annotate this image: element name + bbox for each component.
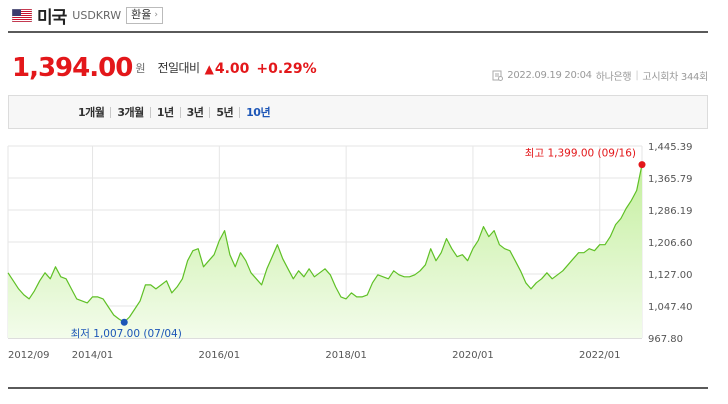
- y-tick-label: 1,206.60: [648, 238, 693, 249]
- x-tick-label: 2020/01: [452, 350, 494, 361]
- meta-separator: |: [635, 70, 639, 81]
- period-tabs: 1개월 3개월 1년 3년 5년 10년: [8, 95, 708, 129]
- tab-3-months[interactable]: 3개월: [117, 106, 144, 119]
- max-point-marker: [638, 161, 646, 169]
- exchange-rate-chart: 1,445.39 1,365.79 1,286.19 1,206.60 1,127.00…: [0, 136, 728, 368]
- tab-separator: [239, 106, 241, 118]
- quote-datetime: 2022.09.19 20:04: [507, 70, 592, 81]
- chart-canvas: 1,445.39 1,365.79 1,286.19 1,206.60 1,127.00…: [7, 142, 693, 361]
- x-tick-label: 2014/01: [72, 350, 114, 361]
- tab-separator: [179, 106, 181, 118]
- exchange-rate-tag-label: 환율: [131, 8, 152, 21]
- exchange-rate-tag-button[interactable]: 환율 ›: [126, 6, 163, 24]
- tab-1-year[interactable]: 1년: [156, 106, 174, 119]
- price-change-percent: +0.29%: [256, 61, 317, 77]
- up-triangle-icon: ▲: [204, 62, 214, 76]
- x-tick-label: 2018/01: [325, 350, 367, 361]
- price-unit: 원: [135, 62, 146, 75]
- series-line: [7, 164, 643, 323]
- current-price: 1,394.00: [12, 53, 133, 83]
- tab-5-years[interactable]: 5년: [216, 106, 234, 119]
- tab-1-month[interactable]: 1개월: [78, 106, 105, 119]
- x-tick-label: 2016/01: [199, 350, 241, 361]
- compare-label: 전일대비: [157, 61, 200, 75]
- y-tick-label: 1,127.00: [648, 270, 693, 281]
- clock-icon: [492, 70, 504, 81]
- tab-10-years[interactable]: 10년: [246, 106, 271, 119]
- y-tick-label: 1,365.79: [648, 174, 693, 185]
- tab-separator: [209, 106, 211, 118]
- quote-meta: 2022.09.19 20:04 하나은행 | 고시회차 344회: [492, 68, 708, 83]
- series-area: [8, 164, 642, 338]
- tab-3-years[interactable]: 3년: [186, 106, 204, 119]
- quote-notice-round: 고시회차 344회: [642, 72, 708, 83]
- price-change: 4.00: [214, 61, 250, 77]
- y-tick-label: 967.80: [648, 334, 683, 345]
- tab-separator: [149, 106, 151, 118]
- currency-code: USDKRW: [72, 8, 122, 22]
- y-tick-label: 1,445.39: [648, 142, 693, 153]
- x-tick-label: 2022/01: [579, 350, 621, 361]
- quote-bank: 하나은행: [595, 72, 632, 83]
- us-flag-icon: [12, 8, 32, 22]
- y-tick-label: 1,047.40: [648, 302, 693, 313]
- min-point-marker: [120, 318, 128, 326]
- chevron-right-icon: ›: [154, 10, 158, 20]
- y-tick-label: 1,286.19: [648, 206, 693, 217]
- currency-header: 미국 USDKRW 환율 ›: [12, 4, 163, 28]
- price-summary: 1,394.00 원 전일대비 ▲ 4.00 +0.29%: [12, 52, 317, 82]
- top-divider: [8, 31, 708, 33]
- tab-separator: [110, 106, 112, 118]
- min-point-label: 최저 1,007.00 (07/04): [71, 328, 182, 340]
- country-name: 미국: [37, 7, 67, 28]
- bottom-divider: [8, 387, 708, 389]
- max-point-label: 최고 1,399.00 (09/16): [525, 148, 636, 160]
- x-tick-label: 2012/09: [8, 350, 50, 361]
